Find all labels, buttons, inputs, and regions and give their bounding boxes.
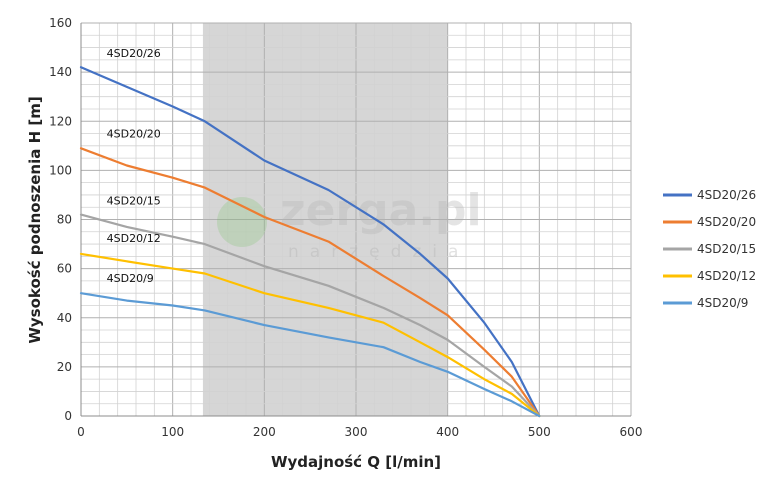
y-tick-label: 160 [49,16,72,30]
x-tick-label: 400 [436,425,459,439]
y-tick-label: 40 [57,311,72,325]
watermark-main-text: zerga.pl [280,185,482,236]
y-tick-label: 20 [57,360,72,374]
series-label: 4SD20/20 [107,127,161,140]
legend-label: 4SD20/12 [697,269,756,283]
series-line-4sd20-9 [79,292,541,418]
y-tick-label: 140 [49,65,72,79]
series-line-4sd20-26 [79,66,541,418]
series-label: 4SD20/15 [107,195,161,208]
x-axis-title: Wydajność Q [l/min] [271,453,441,471]
series-label: 4SD20/26 [107,47,161,60]
y-tick-label: 60 [57,262,72,276]
series-line-4sd20-20 [79,147,541,418]
x-tick-label: 200 [253,425,276,439]
series-label: 4SD20/12 [107,232,161,245]
x-tick-label: 100 [161,425,184,439]
watermark-logo-icon [217,197,267,247]
x-tick-label: 0 [77,425,85,439]
y-tick-label: 0 [64,409,72,423]
y-tick-label: 80 [57,213,72,227]
y-axis-title: Wysokość podnoszenia H [m] [26,96,44,343]
legend-label: 4SD20/15 [697,242,756,256]
legend-label: 4SD20/20 [697,215,756,229]
legend-label: 4SD20/9 [697,296,748,310]
series-line-4sd20-15 [79,213,541,418]
watermark-sub-text: narzędzia [288,242,469,262]
x-tick-label: 500 [528,425,551,439]
series-line-4sd20-12 [79,252,541,418]
x-tick-label: 300 [345,425,368,439]
y-tick-label: 100 [49,163,72,177]
x-tick-label: 600 [620,425,643,439]
series-label: 4SD20/9 [107,272,154,285]
y-tick-label: 120 [49,114,72,128]
watermark: zerga.pl narzędzia [217,185,482,262]
legend-label: 4SD20/26 [697,188,756,202]
